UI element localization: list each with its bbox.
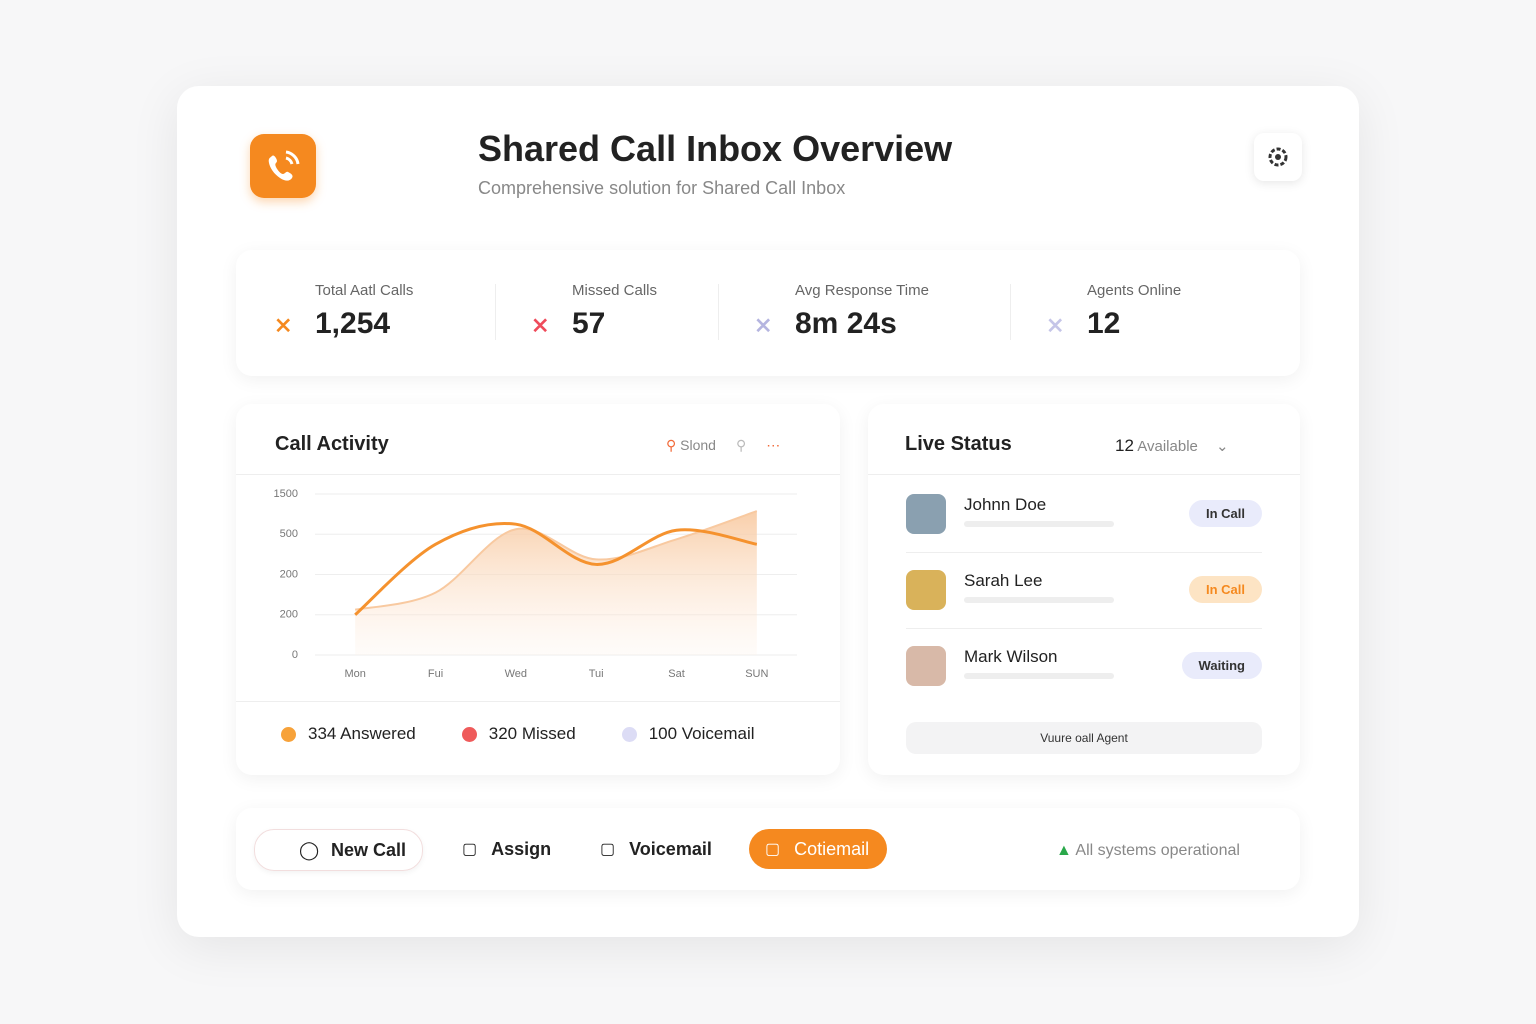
action-label: New Call bbox=[331, 839, 407, 860]
app-icon bbox=[250, 134, 316, 198]
phone-icon bbox=[268, 150, 300, 181]
divider bbox=[495, 284, 496, 340]
available-filter[interactable]: 12 Available ⌄ bbox=[1115, 436, 1229, 455]
y-tick-label: 1500 bbox=[274, 488, 298, 500]
icon: ▢ bbox=[765, 841, 781, 858]
agent-name: Sarah Lee bbox=[964, 571, 1043, 590]
action-button[interactable]: ▢ Voicemail bbox=[584, 829, 728, 869]
x-tick-label: Wed bbox=[505, 668, 527, 680]
x-tick-label: Fui bbox=[428, 668, 443, 680]
status-pill: In Call bbox=[1188, 576, 1262, 603]
icon: ▢ bbox=[462, 841, 478, 858]
legend: 334 Answered 320 Missed 100 Voicemail bbox=[281, 724, 755, 744]
agent-name: Mark Wilson bbox=[964, 647, 1058, 666]
stat-value: 8m 24s bbox=[795, 307, 897, 340]
y-tick-label: 200 bbox=[280, 568, 298, 580]
stats-bar: ⨯ Total Aatl Calls 1,254 ⨯ Missed Calls 57 ⨯ Av… bbox=[236, 250, 1300, 376]
x-tick-label: Tui bbox=[589, 668, 604, 680]
stat-value: 12 bbox=[1087, 307, 1121, 340]
agent-detail bbox=[964, 673, 1114, 679]
gear-icon bbox=[1268, 147, 1288, 167]
stat-label: Total Aatl Calls bbox=[315, 282, 414, 299]
divider bbox=[236, 474, 840, 475]
x-tick-label: Sat bbox=[668, 668, 685, 680]
chart: 0 200 200 500 1500 Mon Fui Wed Tui Sat SUN bbox=[274, 488, 797, 680]
divider bbox=[906, 552, 1262, 553]
agent-detail bbox=[964, 521, 1114, 527]
legend-text: 334 Answered bbox=[308, 724, 416, 743]
avatar bbox=[906, 494, 946, 534]
divider bbox=[718, 284, 719, 340]
area-line bbox=[354, 510, 758, 611]
status-pill: Waiting bbox=[1181, 652, 1262, 679]
action-button[interactable]: ▢ Assign bbox=[446, 829, 567, 869]
legend-text: 320 Missed bbox=[488, 724, 576, 743]
subtitle: Comprehensive solution for Shared Call I… bbox=[478, 178, 846, 198]
status-text: All systems operational bbox=[1075, 842, 1240, 859]
line bbox=[354, 522, 758, 616]
agent-detail bbox=[964, 597, 1114, 603]
action-label: Assign bbox=[491, 838, 552, 859]
action-bar: ▲ All systems operational ◯ New Call ▢ Assi… bbox=[236, 808, 1300, 890]
legend-text: 100 Voicemail bbox=[648, 724, 755, 743]
legend-item: 100 Voicemail bbox=[621, 724, 755, 744]
action-label: Voicemail bbox=[629, 838, 712, 859]
stat-icon: ⨯ bbox=[531, 312, 550, 337]
title: Shared Call Inbox Overview bbox=[478, 128, 953, 169]
legend-item: 320 Missed bbox=[461, 724, 576, 744]
count: 12 bbox=[1115, 436, 1134, 455]
card-title: Live Status bbox=[905, 433, 1012, 455]
legend-dot bbox=[281, 726, 296, 742]
system-status: ▲ All systems operational bbox=[1056, 842, 1240, 859]
stat-icon: ⨯ bbox=[1046, 312, 1065, 337]
divider bbox=[236, 701, 840, 702]
action-button[interactable]: ◯ New Call bbox=[254, 829, 424, 871]
legend-item: 334 Answered bbox=[281, 724, 416, 744]
action-label: Cotiemail bbox=[794, 838, 870, 859]
primary-action-button[interactable]: ▢ Cotiemail bbox=[749, 829, 888, 869]
call-activity-card: Call Activity ⚲ Slond ⚲ ⋯ 0 200 200 500 1500 Mo… bbox=[236, 404, 840, 775]
stat-icon: ⨯ bbox=[754, 312, 773, 337]
stat-label: Avg Response Time bbox=[795, 282, 929, 299]
status-pill: In Call bbox=[1188, 500, 1262, 527]
avatar bbox=[906, 570, 946, 610]
stat-label: Agents Online bbox=[1087, 282, 1182, 299]
x-tick-label: SUN bbox=[745, 668, 768, 680]
y-tick-label: 200 bbox=[280, 609, 298, 621]
stat-value: 57 bbox=[572, 307, 606, 340]
card-title: Call Activity bbox=[275, 433, 389, 455]
x-tick-label: Mon bbox=[344, 668, 365, 680]
legend-dot bbox=[461, 726, 477, 742]
view-agents-button[interactable]: Vuure oall Agent bbox=[906, 722, 1262, 754]
agent-name: Johnn Doe bbox=[964, 495, 1047, 514]
y-tick-label: 0 bbox=[292, 649, 298, 661]
filter[interactable]: ⚲ Slond ⚲ ⋯ bbox=[666, 437, 781, 453]
avatar bbox=[906, 646, 946, 686]
live-status-card: Live Status 12 Available ⌄ Johnn Doe In C… bbox=[868, 404, 1300, 775]
divider bbox=[868, 474, 1300, 475]
stat-icon: ⨯ bbox=[274, 312, 293, 337]
legend-dot bbox=[621, 726, 637, 742]
filter-label: Available bbox=[1137, 438, 1198, 455]
icon: ▢ bbox=[600, 841, 616, 858]
y-tick-label: 500 bbox=[280, 528, 298, 540]
stat-value: 1,254 bbox=[315, 307, 391, 340]
divider bbox=[1010, 284, 1011, 340]
stat-label: Missed Calls bbox=[572, 282, 658, 299]
filter-label: Slond bbox=[680, 437, 716, 453]
settings-button[interactable] bbox=[1254, 133, 1302, 181]
icon: ◯ bbox=[299, 839, 320, 860]
divider bbox=[906, 628, 1262, 629]
